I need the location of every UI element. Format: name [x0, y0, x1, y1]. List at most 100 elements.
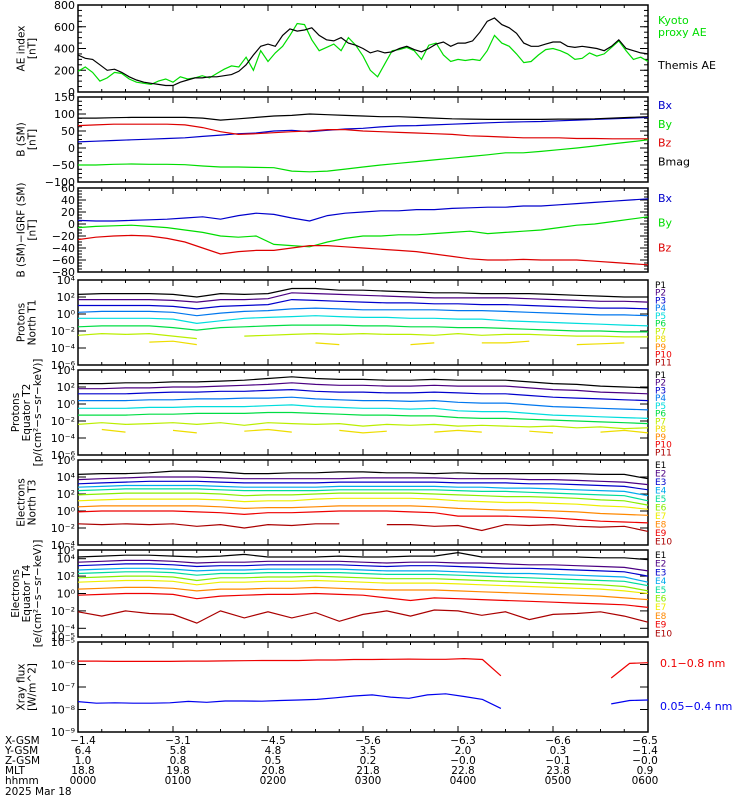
y-tick-label: 10⁴: [57, 553, 76, 566]
ephemeris-value: 1.0: [75, 755, 92, 767]
ephemeris-value: 0100: [165, 775, 192, 787]
y-tick-label: 400: [54, 43, 75, 56]
series-line-e7: [77, 497, 649, 510]
ephemeris-value: 21.8: [356, 765, 379, 777]
y-axis-label: North T3: [27, 480, 39, 526]
y-tick-label: 10⁰: [57, 308, 76, 321]
legend-p11: P11: [655, 358, 672, 368]
panel-frame: [77, 96, 649, 183]
ephemeris-value: −3.1: [165, 735, 191, 747]
y-axis-label: [nT]: [27, 38, 39, 59]
date-label: 2025 Mar 18: [5, 786, 72, 798]
legend-p10: P10: [655, 441, 672, 451]
series-line-0-1-0-8-nm: [78, 657, 649, 679]
series-line-bmag: [78, 113, 649, 121]
y-tick-label: −60: [52, 254, 75, 267]
series-line-p2: [78, 382, 649, 395]
y-tick-label: 10⁻⁵: [51, 636, 75, 649]
legend-e3: E3: [655, 478, 666, 488]
y-tick-label: 10⁻⁵: [51, 631, 75, 644]
series-line-p6: [77, 324, 648, 333]
y-tick-label: 10²: [57, 381, 75, 394]
legend-e1: E1: [655, 551, 666, 561]
series-line-e8: [77, 586, 649, 601]
ephemeris-value: −0.0: [632, 755, 658, 767]
legend-bmag: Bmag: [658, 155, 690, 168]
series-line-p3: [78, 388, 649, 402]
legend-p9: P9: [655, 343, 666, 353]
ephemeris-value: 6.4: [75, 745, 92, 757]
ephemeris-value: 0.8: [170, 755, 187, 767]
series-line-e4: [77, 567, 649, 583]
legend-e6: E6: [655, 595, 667, 605]
y-tick-label: 10⁻²: [51, 415, 75, 428]
ephemeris-value: 23.8: [546, 765, 569, 777]
legend-p5: P5: [655, 312, 666, 322]
series-line-e2: [77, 476, 649, 486]
legend-bx: Bx: [658, 99, 673, 112]
legend-e4: E4: [655, 487, 667, 497]
series-line-e9: [77, 592, 649, 608]
series-line-e9: [77, 510, 649, 524]
series-line-p4: [77, 307, 649, 317]
y-tick-label: 10²: [57, 488, 75, 501]
series-line-e2: [77, 559, 649, 572]
y-tick-label: 10⁴: [57, 274, 76, 287]
y-tick-label: 50: [61, 125, 75, 138]
ephemeris-value: 0000: [70, 775, 97, 787]
y-axis-label: B (SM): [16, 122, 28, 156]
legend-xray-long: 0.1−0.8 nm: [660, 657, 725, 670]
y-tick-label: 10⁻⁴: [51, 539, 76, 552]
legend-p1: P1: [655, 371, 666, 381]
series-line-e7: [77, 579, 649, 595]
y-axis-label: North T1: [27, 300, 39, 346]
series-line-by: [77, 216, 649, 248]
series-line-p1: [77, 287, 648, 298]
legend-e7: E7: [655, 512, 666, 522]
ephemeris-row-label: Y-GSM: [4, 745, 38, 757]
legend-p6: P6: [655, 410, 666, 420]
ephemeris-value: 0.2: [360, 755, 377, 767]
y-axis-label: Equator T4: [21, 564, 33, 622]
y-tick-label: −50: [52, 159, 75, 172]
ephemeris-value: 0600: [632, 775, 659, 787]
series-line-e10: [77, 609, 649, 624]
legend-e1: E1: [655, 461, 666, 471]
series-line-p5: [78, 404, 649, 419]
series-line-bx: [77, 198, 649, 222]
legend-p4: P4: [655, 394, 666, 404]
y-axis-label: [W/m^2]: [27, 663, 39, 711]
y-tick-label: 10⁻⁶: [51, 449, 76, 462]
legend-p7: P7: [655, 327, 666, 337]
y-axis-label: Xray flux: [16, 664, 28, 711]
ephemeris-row-label: hhmm: [5, 775, 39, 787]
legend-bz: Bz: [658, 137, 672, 150]
y-tick-label: 10⁰: [57, 398, 76, 411]
legend-e5: E5: [655, 586, 666, 596]
y-axis-label: Equator T2: [21, 384, 33, 442]
panel-frame: [77, 641, 649, 733]
ephemeris-value: 0300: [355, 775, 382, 787]
series-line-by: [78, 139, 649, 173]
ephemeris-value: −6.5: [632, 735, 658, 747]
y-tick-label: 10²: [57, 570, 75, 583]
y-axis-label: Protons: [16, 303, 28, 342]
legend-e10: E10: [655, 538, 672, 548]
legend-p10: P10: [655, 351, 672, 361]
ephemeris-value: 4.8: [265, 745, 282, 757]
y-tick-label: 10⁵: [57, 544, 75, 557]
y-tick-label: 10⁶: [57, 454, 76, 467]
y-tick-label: 10⁴: [57, 364, 76, 377]
ephemeris-value: 0500: [545, 775, 572, 787]
y-axis-label: [e/(cm²−s−sr−keV)]: [32, 540, 44, 648]
ephemeris-value: −6.3: [450, 735, 476, 747]
y-tick-label: 10⁻⁴: [51, 342, 76, 355]
series-line-p4: [78, 396, 649, 411]
series-line-e1: [77, 470, 649, 480]
y-tick-label: 10²: [57, 291, 75, 304]
legend-by: By: [658, 217, 673, 230]
y-tick-label: 10⁻²: [51, 605, 75, 618]
ephemeris-row-label: MLT: [5, 765, 25, 777]
